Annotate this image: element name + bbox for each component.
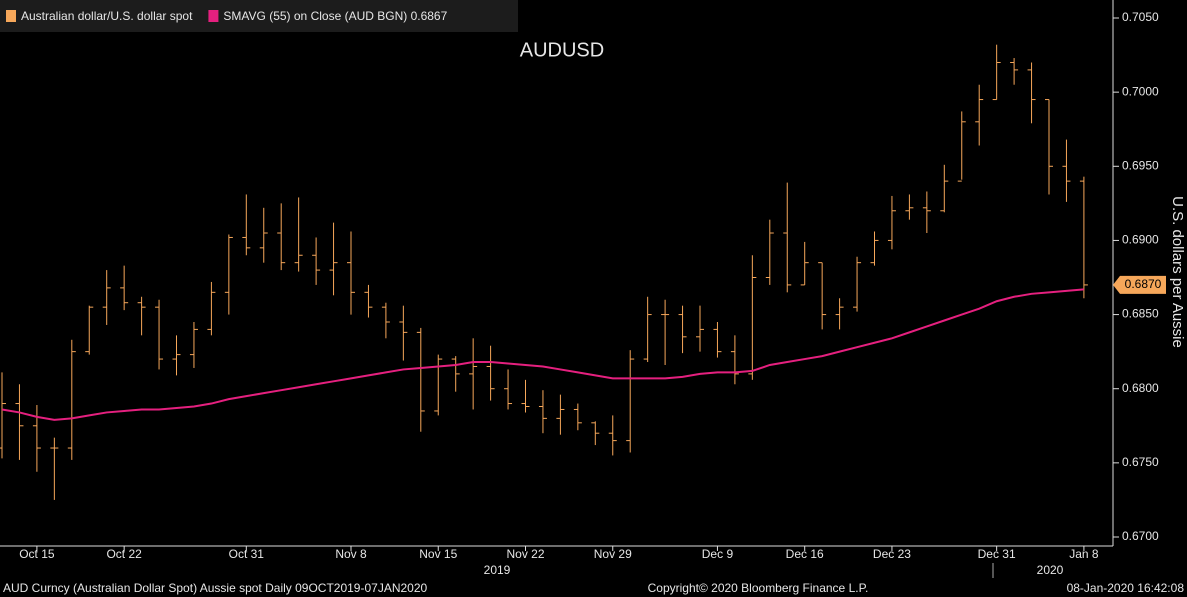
y-tick-label: 0.6700 <box>1122 529 1159 543</box>
y-tick-label: 0.7000 <box>1122 84 1159 98</box>
year-label: 2020 <box>1037 563 1064 577</box>
footer-center: Copyright© 2020 Bloomberg Finance L.P. <box>648 581 869 595</box>
x-tick-label: Jan 8 <box>1069 547 1099 561</box>
x-tick-label: Dec 31 <box>978 547 1016 561</box>
y-tick-label: 0.6950 <box>1122 158 1159 172</box>
x-tick-label: Nov 8 <box>335 547 367 561</box>
y-tick-label: 0.6900 <box>1122 233 1159 247</box>
footer-right: 08-Jan-2020 16:42:08 <box>1067 581 1185 595</box>
legend-swatch <box>6 10 16 22</box>
y-tick-label: 0.6850 <box>1122 307 1159 321</box>
legend-label: SMAVG (55) on Close (AUD BGN) 0.6867 <box>223 9 447 23</box>
y-tick-label: 0.7050 <box>1122 10 1159 24</box>
y-axis-label: U.S. dollars per Aussie <box>1169 196 1186 348</box>
x-tick-label: Dec 23 <box>873 547 911 561</box>
x-tick-label: Nov 22 <box>506 547 544 561</box>
x-tick-label: Dec 9 <box>702 547 734 561</box>
x-tick-label: Nov 15 <box>419 547 457 561</box>
legend-label: Australian dollar/U.S. dollar spot <box>21 9 193 23</box>
chart-title: AUDUSD <box>520 39 604 61</box>
legend-swatch <box>208 10 219 22</box>
x-tick-label: Oct 15 <box>19 547 55 561</box>
year-label: 2019 <box>484 563 511 577</box>
last-value-label: 0.6870 <box>1125 277 1162 291</box>
x-tick-label: Oct 22 <box>106 547 142 561</box>
x-tick-label: Dec 16 <box>786 547 824 561</box>
last-value-box <box>1113 275 1166 294</box>
x-tick-label: Oct 31 <box>229 547 265 561</box>
x-tick-label: Nov 29 <box>594 547 632 561</box>
legend-box <box>0 0 518 32</box>
footer-left: AUD Curncy (Australian Dollar Spot) Auss… <box>3 581 428 595</box>
sma-line <box>1 288 1084 421</box>
y-tick-label: 0.6800 <box>1122 381 1159 395</box>
y-tick-label: 0.6750 <box>1122 455 1159 469</box>
